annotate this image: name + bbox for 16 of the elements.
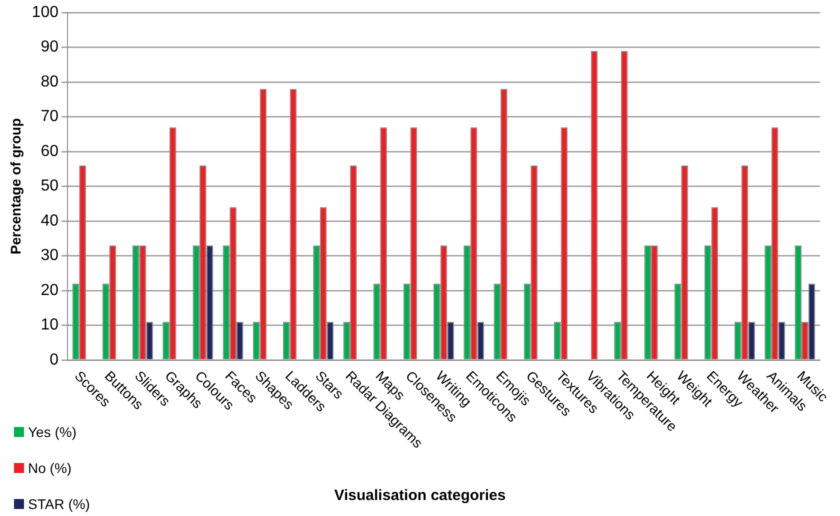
- y-tick-label: 100: [32, 4, 59, 22]
- y-tick-label: 60: [40, 142, 59, 160]
- y-tick-label: 0: [50, 351, 59, 368]
- y-tick-label: 20: [40, 282, 59, 299]
- y-tick-label: 50: [40, 178, 59, 195]
- legend-label: STAR (%): [28, 496, 90, 512]
- y-tick-label: 90: [40, 38, 59, 56]
- y-tick-label: 70: [40, 108, 59, 126]
- y-tick-label: 80: [40, 73, 59, 90]
- legend-label: Yes (%): [28, 424, 77, 440]
- legend-label: No (%): [28, 460, 72, 476]
- y-axis-title: Percentage of group: [7, 118, 24, 254]
- y-tick-label: 30: [40, 247, 59, 264]
- y-tick-label: 10: [40, 316, 59, 334]
- y-tick-label: 40: [40, 212, 59, 230]
- x-axis-title: Visualisation categories: [334, 487, 506, 504]
